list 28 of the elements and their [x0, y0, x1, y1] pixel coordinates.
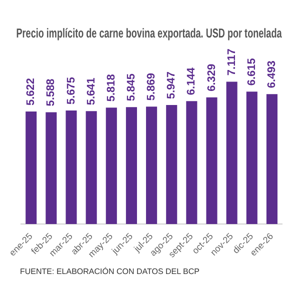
data-label: 5.641 — [85, 78, 98, 106]
bar — [26, 112, 37, 224]
bar — [206, 97, 218, 224]
bar — [106, 108, 117, 224]
data-label: 5.947 — [166, 72, 178, 100]
bar — [186, 101, 198, 224]
data-label: 5.869 — [146, 73, 158, 101]
data-label: 5.588 — [45, 78, 58, 106]
bar — [166, 105, 178, 224]
data-label: 5.622 — [25, 78, 38, 106]
bar — [226, 82, 238, 224]
data-label: 5.818 — [105, 74, 118, 102]
source-note: FUENTE: ELABORACIÓN CON DATOS DEL BCP — [19, 267, 200, 276]
data-label: 5.845 — [126, 74, 138, 102]
chart-title: Precio implícito de carne bovina exportada. USD por tonelada — [16, 26, 282, 41]
data-label: 6.329 — [206, 64, 218, 92]
bar — [86, 111, 97, 224]
bar — [146, 106, 158, 224]
bar — [126, 107, 137, 224]
data-label: 5.675 — [65, 76, 78, 104]
data-label: 6.144 — [186, 66, 198, 96]
data-label: 6.493 — [266, 60, 278, 88]
data-label: 6.615 — [246, 58, 258, 86]
bar — [266, 94, 278, 224]
data-label: 7.117 — [226, 48, 238, 76]
bar — [46, 112, 57, 224]
bar — [66, 110, 77, 224]
bar — [246, 92, 258, 224]
